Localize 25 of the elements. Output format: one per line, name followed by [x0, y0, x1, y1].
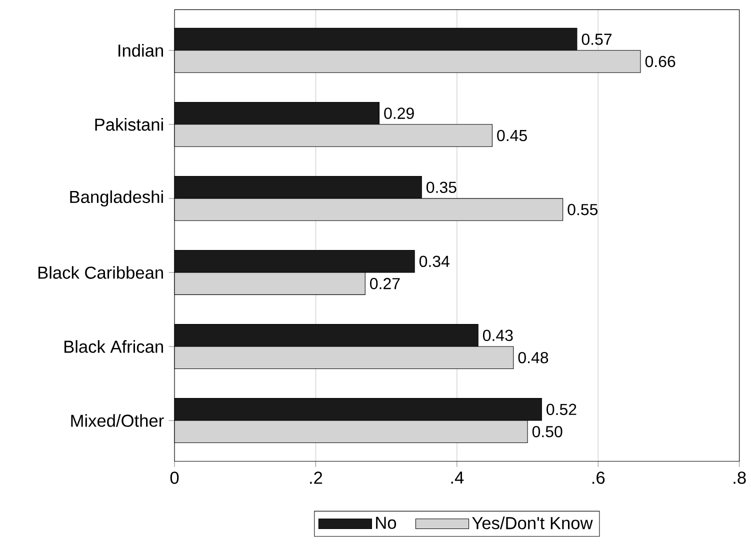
y-tick-label: Mixed/Other: [71, 414, 164, 428]
data-label: 0.48: [518, 352, 548, 364]
data-label: 0.50: [532, 426, 562, 438]
x-tick-label: .8: [734, 472, 746, 484]
x-tick-label: .4: [451, 472, 464, 484]
data-label: 0.55: [568, 204, 598, 216]
data-label: 0.27: [370, 278, 400, 290]
data-label: 0.29: [384, 108, 414, 120]
x-tick-label: 0: [170, 472, 179, 484]
data-label: 0.52: [546, 404, 576, 416]
y-tick-label: Black Caribbean: [38, 266, 163, 280]
y-tick-label: Black African: [64, 340, 163, 354]
x-tick-label: .2: [310, 472, 322, 484]
legend-label: Yes/Don't Know: [472, 516, 593, 530]
data-label: 0.66: [645, 56, 676, 68]
x-tick-label: .6: [592, 472, 605, 484]
data-label: 0.43: [482, 330, 513, 342]
y-tick-label: Bangladeshi: [70, 190, 163, 207]
y-tick-label: Indian: [118, 44, 163, 57]
data-label: 0.34: [419, 256, 450, 268]
y-tick-label: Pakistani: [95, 118, 163, 132]
data-label: 0.57: [582, 34, 612, 46]
legend-label: No: [376, 517, 396, 530]
data-label: 0.35: [426, 182, 456, 194]
data-label: 0.45: [497, 130, 527, 142]
